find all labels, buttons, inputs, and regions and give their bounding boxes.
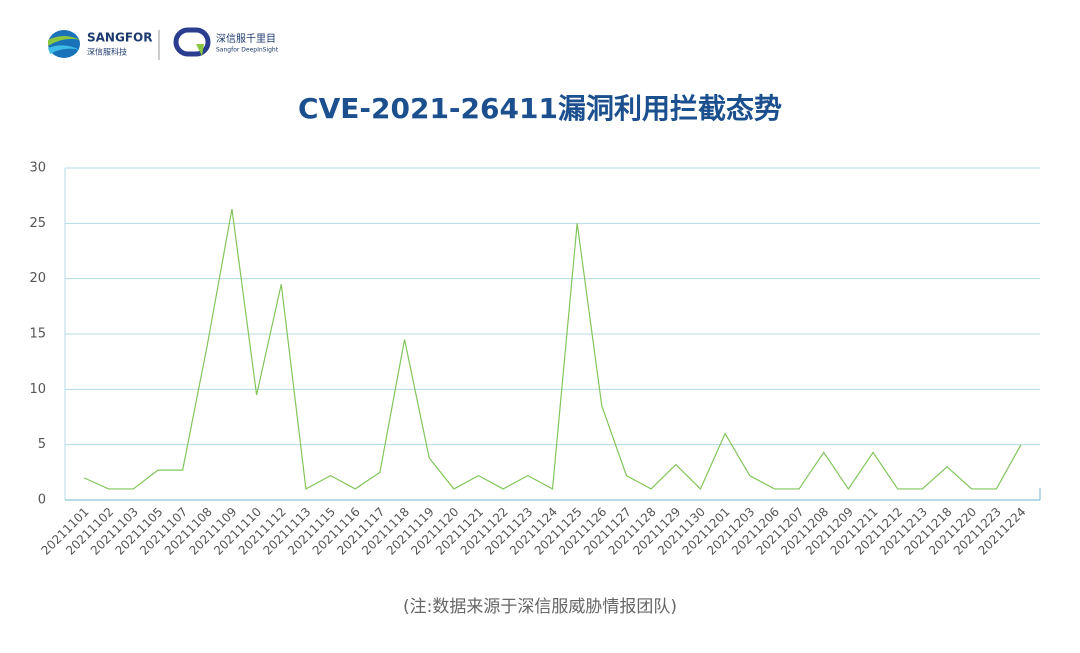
plot: 0510152025302021110120211102202111032021…: [29, 161, 1041, 558]
logo-swoosh: [48, 36, 80, 46]
y-tick-label: 10: [29, 382, 46, 397]
brand: SANGFOR: [87, 31, 152, 45]
product-icon: [173, 27, 211, 57]
y-tick-label: 0: [38, 493, 46, 508]
logo: SANGFOR 深信服科技 深信服千里目 Sangfor DeepInSight: [48, 27, 279, 60]
line: [83, 208, 1022, 491]
logo-icon: [48, 30, 80, 58]
product-cn: 深信服千里目: [216, 33, 276, 45]
y-tick-label: 25: [29, 216, 46, 231]
chart-title: CVE-2021-26411漏洞利用拦截态势: [298, 92, 782, 125]
y-tick-label: 20: [29, 271, 46, 286]
y-tick-label: 5: [38, 437, 46, 452]
note: (注:数据来源于深信服威胁情报团队): [403, 597, 677, 617]
product-icon-leaf: [196, 44, 204, 56]
logo-swoosh: [48, 45, 80, 54]
product-en: Sangfor DeepInSight: [216, 47, 279, 54]
y-tick-label: 30: [29, 161, 46, 176]
brand-cn: 深信服科技: [87, 47, 127, 57]
y-tick-label: 15: [29, 327, 46, 342]
